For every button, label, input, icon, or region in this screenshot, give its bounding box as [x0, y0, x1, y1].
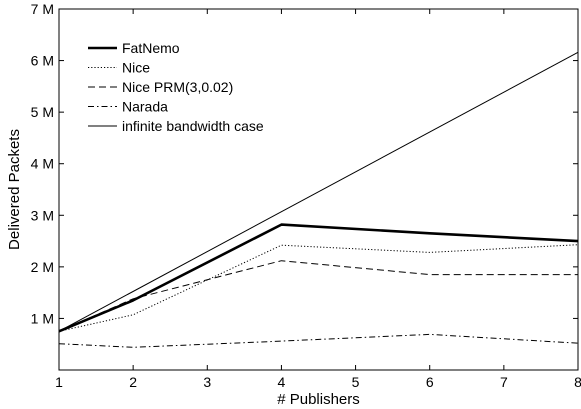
x-tick-label: 8 — [574, 374, 581, 390]
plot-border — [58, 8, 579, 371]
series-layer — [58, 51, 579, 348]
x-tick-label: 7 — [500, 374, 508, 390]
x-tick-label: 3 — [203, 374, 211, 390]
x-tick-label: 5 — [352, 374, 360, 390]
legend-label: FatNemo — [122, 40, 180, 56]
y-axis-title: Delivered Packets — [6, 129, 23, 250]
legend-label: infinite bandwidth case — [122, 118, 264, 134]
legend-label: Nice PRM(3,0.02) — [122, 79, 233, 95]
plot-area — [58, 8, 579, 371]
series-line-infinite-bandwidth-case — [58, 51, 579, 332]
legend: FatNemo Nice Nice PRM(3,0.02) Narada infinit… — [88, 40, 264, 134]
series-line-nice — [58, 244, 579, 332]
x-tick-label: 1 — [55, 374, 63, 390]
series-line-nice-prm-3-0-02 — [58, 260, 578, 332]
x-tick-label: 6 — [426, 374, 434, 390]
legend-label: Narada — [122, 99, 168, 115]
x-axis-title: # Publishers — [277, 391, 360, 408]
y-tick-label: 7 M — [31, 1, 54, 17]
y-tick-label: 6 M — [31, 53, 54, 69]
y-axis: 1 M 2 M 3 M 4 M 5 M 6 M 7 M — [31, 1, 578, 326]
series-line-fatnemo — [58, 223, 579, 333]
y-tick-label: 3 M — [31, 207, 54, 223]
y-tick-label: 5 M — [31, 104, 54, 120]
legend-label: Nice — [122, 60, 150, 76]
y-tick-label: 4 M — [31, 156, 54, 172]
y-tick-label: 1 M — [31, 310, 54, 326]
x-tick-label: 2 — [129, 374, 137, 390]
series-line-narada — [58, 333, 579, 348]
x-tick-label: 4 — [278, 374, 286, 390]
y-tick-label: 2 M — [31, 259, 54, 275]
x-axis: 1 2 3 4 5 6 7 8 — [55, 9, 581, 390]
